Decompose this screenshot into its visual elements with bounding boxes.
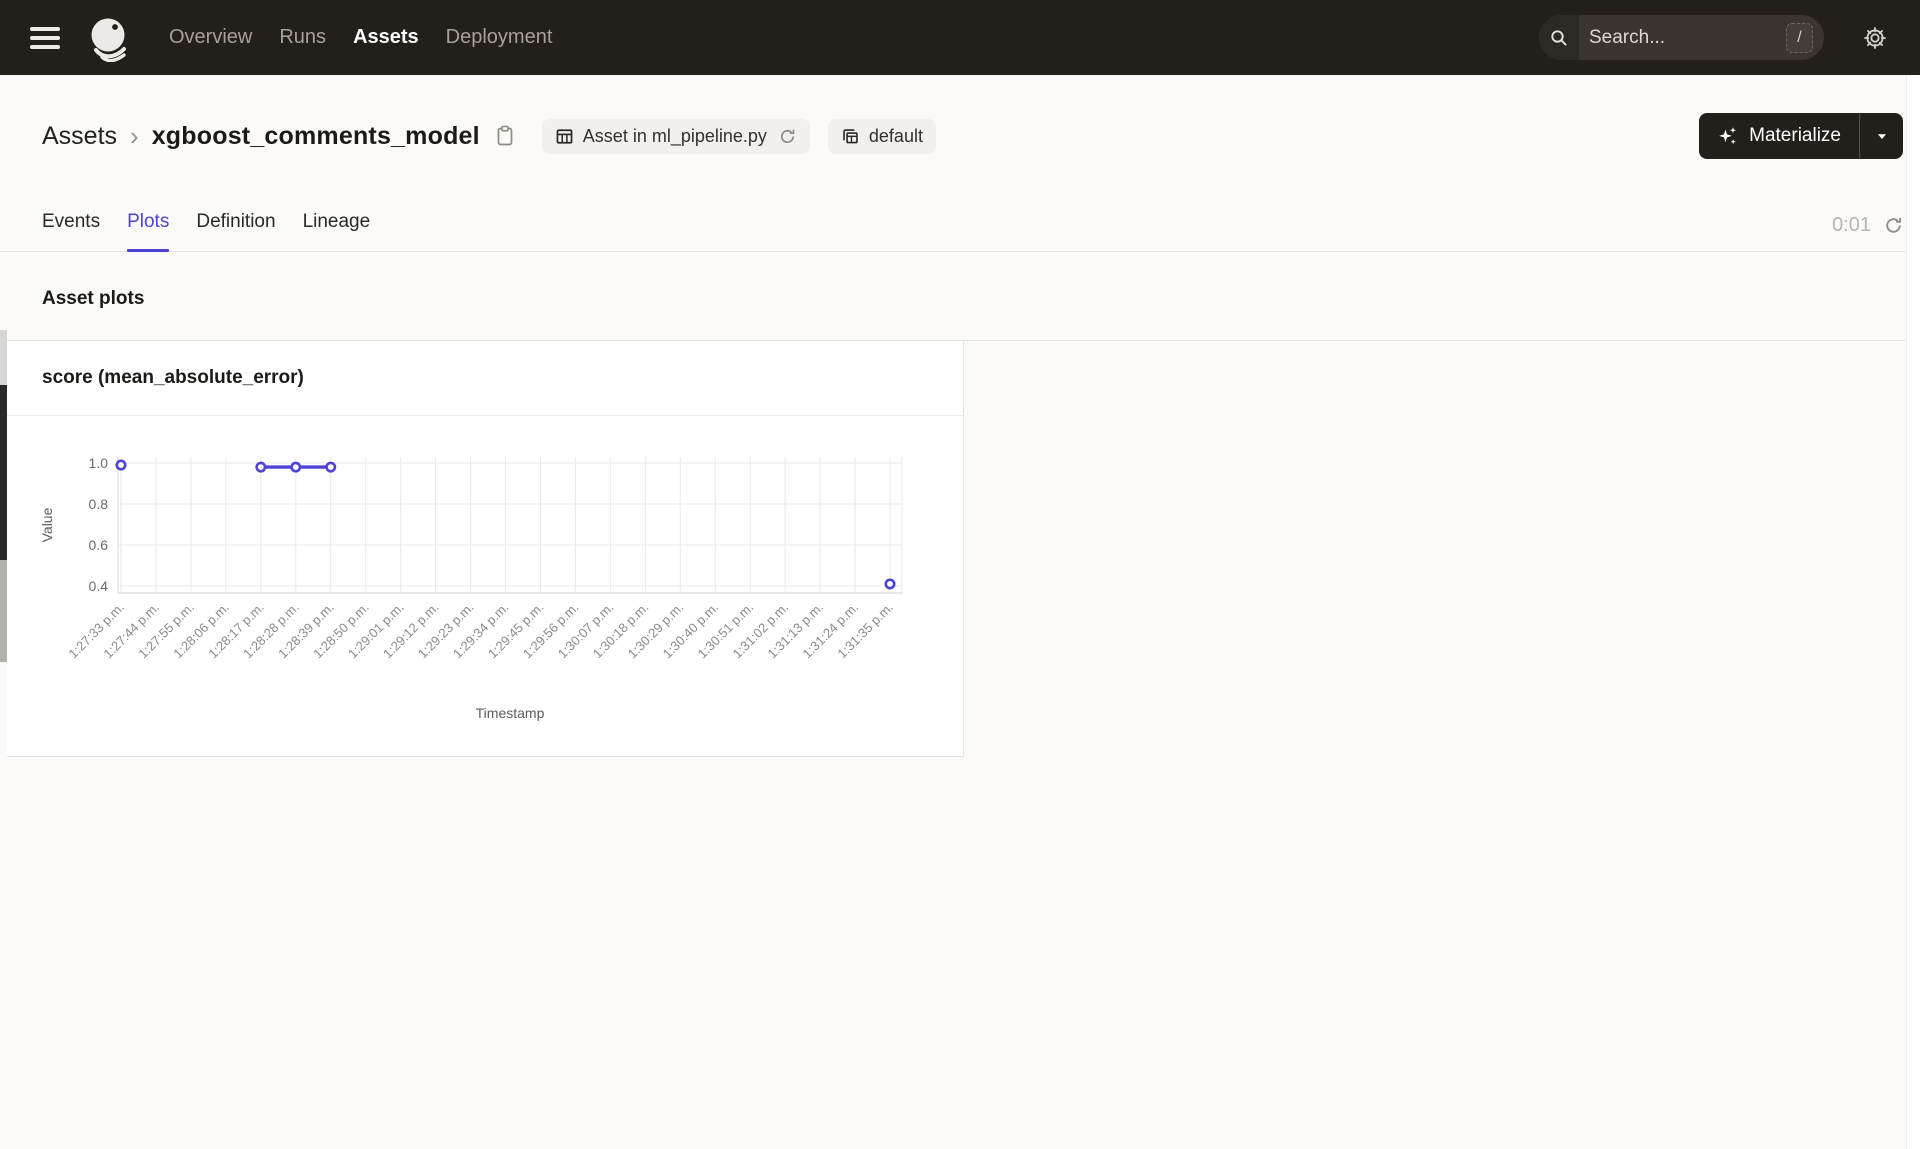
left-window-edge-artifact — [0, 560, 7, 662]
asset-plots-section-header: Asset plots — [0, 252, 1920, 341]
nav-runs[interactable]: Runs — [279, 26, 327, 48]
materialize-button-group: Materialize — [1699, 113, 1903, 159]
refresh-icon[interactable] — [1883, 215, 1904, 236]
asset-plot-card: score (mean_absolute_error) 0.4 0.6 0.8 1.0… — [7, 341, 964, 757]
copy-asset-name-icon[interactable] — [494, 124, 516, 148]
data-point-marker[interactable] — [325, 461, 337, 473]
nav-overview[interactable]: Overview — [169, 26, 253, 48]
tab-events[interactable]: Events — [42, 211, 101, 232]
nav-assets[interactable]: Assets — [353, 26, 419, 48]
breadcrumb-assets-link[interactable]: Assets — [42, 121, 118, 150]
table-icon — [556, 128, 573, 144]
data-point-marker[interactable] — [884, 578, 896, 590]
page-title: xgboost_comments_model — [151, 121, 480, 150]
materialize-button[interactable]: Materialize — [1699, 113, 1859, 159]
chevron-down-icon — [1877, 134, 1886, 140]
gear-icon[interactable] — [1862, 25, 1888, 51]
group-label: default — [868, 125, 923, 146]
group-tag[interactable]: default — [827, 118, 936, 154]
materialize-label: Materialize — [1749, 125, 1841, 146]
data-point-marker[interactable] — [290, 461, 302, 473]
plot-body: 0.4 0.6 0.8 1.0 1:27:33 p.m. 1:27:44 p.m. 1:27… — [7, 416, 963, 756]
left-window-edge-artifact — [0, 330, 7, 385]
left-window-edge-artifact — [0, 385, 7, 560]
asset-tab-bar: Events Plots Definition Lineage 0:01 — [0, 187, 1920, 252]
search-icon — [1539, 15, 1579, 60]
svg-text:Timestamp: Timestamp — [476, 705, 545, 721]
svg-text:0.4: 0.4 — [89, 578, 109, 594]
tab-lineage[interactable]: Lineage — [302, 211, 371, 232]
materialize-dropdown-button[interactable] — [1860, 113, 1903, 159]
sparkles-icon — [1719, 127, 1737, 145]
svg-text:0.6: 0.6 — [89, 537, 109, 553]
primary-nav: Overview Runs Assets Deployment — [169, 26, 552, 49]
tab-plots[interactable]: Plots — [127, 211, 170, 252]
code-location-tag[interactable]: Asset in ml_pipeline.py — [541, 118, 810, 154]
plot-title: score (mean_absolute_error) — [7, 341, 963, 416]
section-title: Asset plots — [42, 288, 145, 309]
hamburger-menu-icon[interactable] — [30, 26, 60, 49]
search-input[interactable] — [1579, 26, 1786, 49]
dagster-logo-icon[interactable] — [84, 14, 132, 62]
refresh-countdown: 0:01 — [1832, 214, 1871, 236]
scrollbar-track[interactable] — [1906, 75, 1920, 1149]
breadcrumb-separator: › — [130, 121, 139, 151]
data-point-marker[interactable] — [115, 459, 127, 471]
svg-text:1.0: 1.0 — [89, 455, 109, 471]
asset-plot-chart: 0.40.60.81.01:27:33 p.m.1:27:44 p.m.1:27… — [39, 455, 903, 721]
tab-definition[interactable]: Definition — [196, 211, 276, 232]
asset-header-row: Assets › xgboost_comments_model Asset in… — [0, 75, 1920, 187]
reload-location-icon[interactable] — [778, 127, 797, 146]
data-point-marker[interactable] — [255, 461, 267, 473]
search-box[interactable]: / — [1539, 15, 1824, 60]
nav-deployment[interactable]: Deployment — [445, 26, 553, 48]
code-location-label: Asset in ml_pipeline.py — [582, 125, 767, 146]
asset-group-icon — [843, 128, 858, 143]
svg-text:0.8: 0.8 — [89, 496, 109, 512]
button-divider — [1859, 113, 1860, 159]
svg-text:Value: Value — [39, 507, 55, 542]
top-nav-bar: Overview Runs Assets Deployment / — [0, 0, 1920, 75]
search-shortcut-hint: / — [1786, 22, 1813, 53]
